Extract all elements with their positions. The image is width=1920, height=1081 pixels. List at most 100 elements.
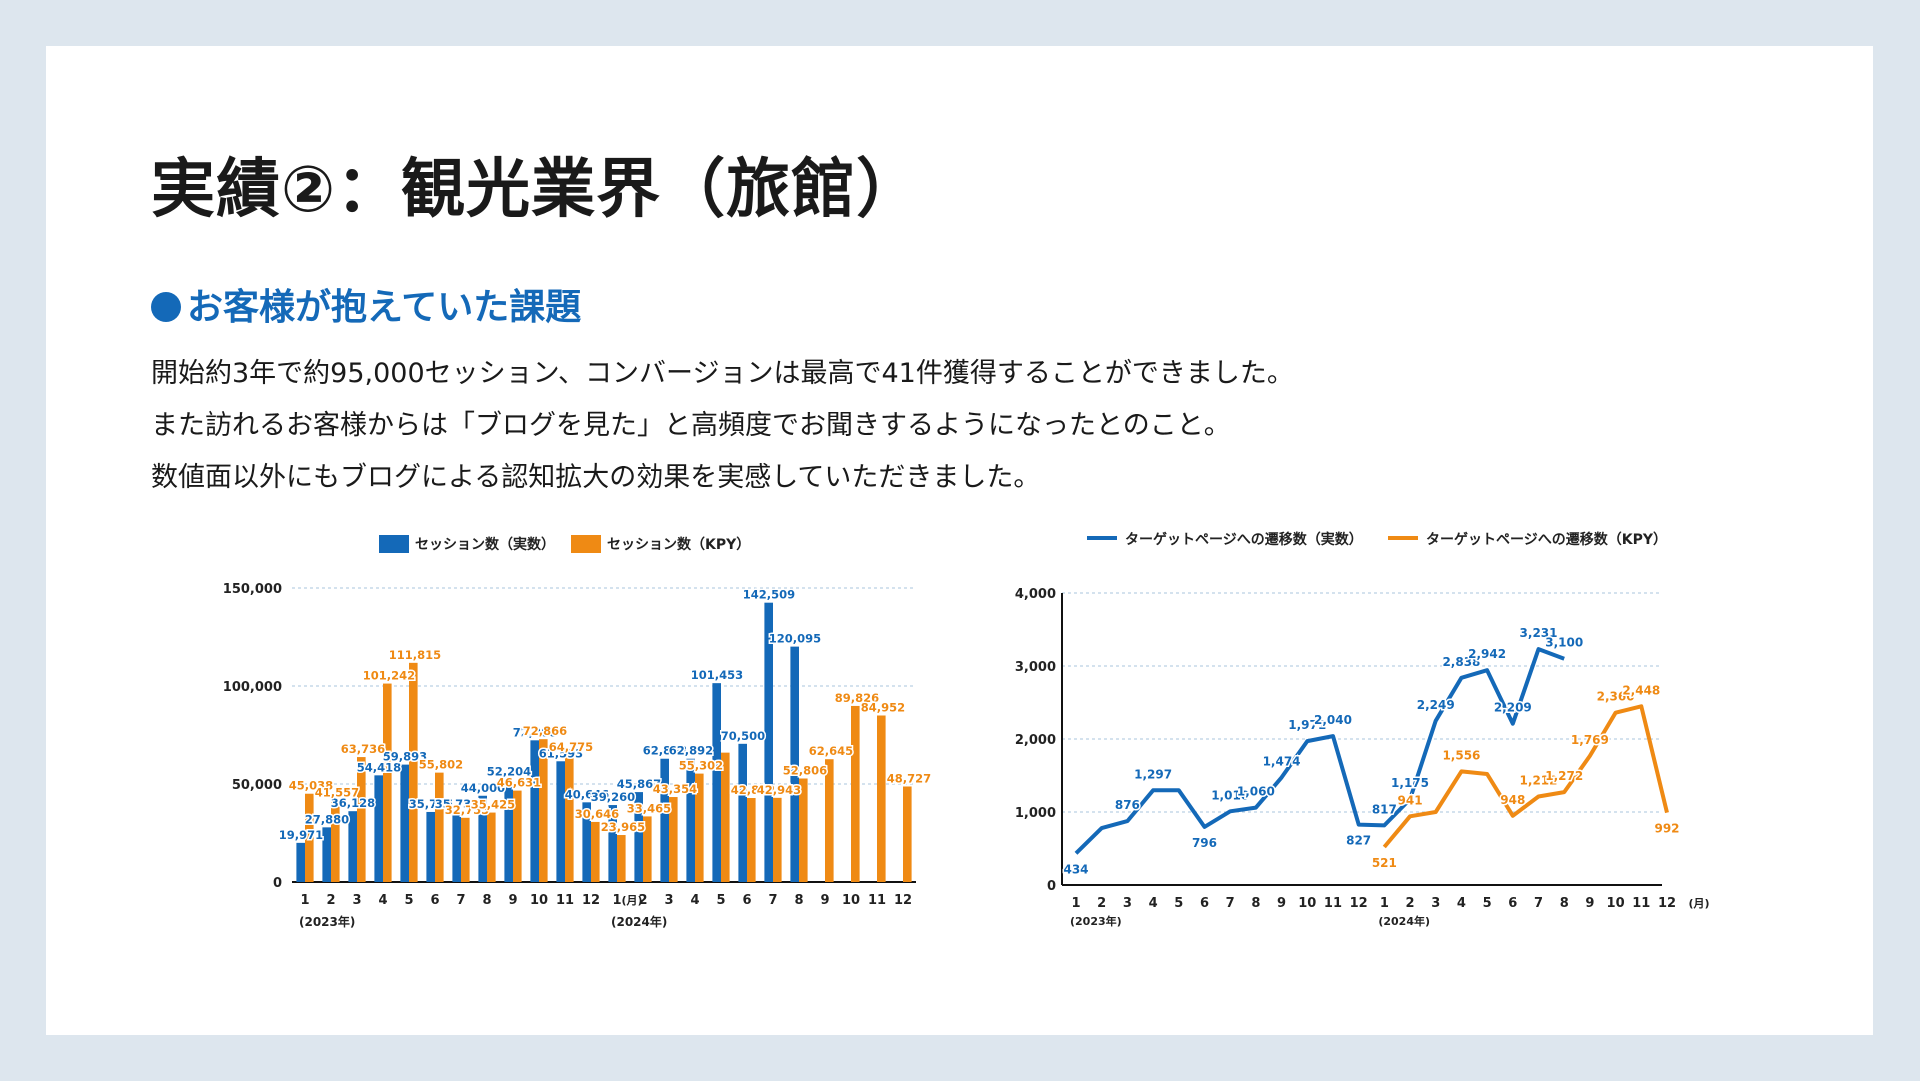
bar-actual [530, 740, 539, 882]
data-label: 992 [1654, 822, 1679, 836]
series-line-kpy [1382, 704, 1669, 849]
bar-kpy [695, 773, 704, 882]
data-label: 941 [1398, 793, 1423, 807]
data-label: 817 [1372, 802, 1397, 816]
data-label: 111,815 [389, 648, 441, 662]
y-tick-label: 0 [1047, 879, 1056, 894]
bar-kpy [409, 662, 418, 882]
data-label: 2,942 [1468, 647, 1506, 661]
x-tick-label: 5 [1174, 896, 1183, 911]
data-label: 30,646 [575, 807, 619, 821]
bar-actual [556, 761, 565, 882]
bar-actual [790, 646, 799, 882]
data-label: 2,249 [1417, 698, 1455, 712]
bar-actual [738, 743, 747, 882]
x-tick-label: 8 [794, 893, 803, 908]
bar-kpy [721, 752, 730, 882]
data-label: 48,727 [887, 771, 931, 785]
x-tick-label: 10 [842, 893, 860, 908]
data-label: 61,593 [539, 746, 583, 760]
data-label: 948 [1500, 793, 1525, 807]
x-tick-label: 11 [1632, 896, 1650, 911]
legend-swatch [379, 535, 409, 553]
data-label: 1,297 [1134, 767, 1172, 781]
data-label: 41,557 [315, 786, 359, 800]
data-label: 45,038 [289, 779, 333, 793]
bar-kpy [877, 715, 886, 882]
bar-kpy [903, 786, 912, 882]
data-label: 876 [1115, 798, 1140, 812]
data-label: 1,212 [1520, 774, 1558, 788]
bar-kpy [383, 683, 392, 882]
data-label: 1,010 [1211, 788, 1249, 802]
bar-kpy [487, 812, 496, 882]
x-tick-label: 5 [404, 893, 413, 908]
session-bar-chart: 0 50,000 100,000 150,000 19,971 27,880 36,128 5… [223, 535, 933, 929]
bar-kpy [773, 797, 782, 882]
data-label: 23,965 [601, 820, 645, 834]
bar-kpy [851, 705, 860, 882]
description-line: 開始約3年で約95,000セッション、コンバージョンは最高で41件獲得することが… [151, 358, 1294, 389]
data-label: 1,556 [1442, 748, 1480, 762]
bar-actual [608, 805, 617, 882]
data-label: 521 [1372, 856, 1397, 870]
data-label: 3,231 [1520, 626, 1558, 640]
bar-kpy [617, 835, 626, 882]
data-label: 1,971 [1288, 718, 1326, 732]
series-line-actual [1074, 647, 1565, 855]
data-label: 27,880 [305, 812, 349, 826]
data-label: 36,128 [331, 796, 375, 810]
description-line: また訪れるお客様からは「ブログを見た」と高頻度でお聞きするようになったとのこと。 [151, 410, 1231, 441]
data-label: 43,354 [653, 782, 697, 796]
y-tick-label: 100,000 [223, 680, 282, 695]
section-heading-text: お客様が抱えていた課題 [187, 287, 582, 328]
data-label: 1,175 [1391, 776, 1429, 790]
bar-actual [686, 758, 695, 882]
x-tick-label: 2 [1406, 896, 1415, 911]
data-label: 59,893 [383, 750, 427, 764]
x-tick-label: 9 [508, 893, 517, 908]
x-tick-label: 4 [378, 893, 387, 908]
data-label: 35,735 [435, 797, 479, 811]
x-tick-label: 10 [1298, 896, 1316, 911]
x-tick-label: 3 [352, 893, 361, 908]
x-unit-label: (月) [1688, 897, 1709, 910]
bar-kpy [669, 797, 678, 882]
data-label: 63,736 [341, 742, 385, 756]
legend-label: セッション数（実数） [415, 536, 555, 553]
data-label: 70,500 [721, 729, 765, 743]
data-label: 1,474 [1263, 754, 1301, 768]
data-label: 32,755 [445, 803, 489, 817]
bar-kpy [565, 755, 574, 882]
x-tick-label: 3 [1431, 896, 1440, 911]
x-tick-label: 6 [1508, 896, 1517, 911]
legend-label: ターゲットページへの遷移数（KPY） [1426, 531, 1667, 548]
data-label: 1,769 [1571, 733, 1609, 747]
data-label: 35,735 [409, 797, 453, 811]
x-tick-label: 10 [530, 893, 548, 908]
x-tick-label: 9 [1277, 896, 1286, 911]
x-tick-label: 8 [1251, 896, 1260, 911]
x-tick-label: 12 [1658, 896, 1676, 911]
bar-kpy [357, 757, 366, 882]
x-tick-label: 1 [1380, 896, 1389, 911]
bar-actual [660, 758, 669, 882]
data-label: 35,425 [471, 798, 515, 812]
data-label: 796 [1192, 836, 1217, 850]
y-tick-label: 4,000 [1015, 587, 1056, 602]
data-label: 42,943 [757, 783, 801, 797]
data-label: 62,893 [643, 744, 687, 758]
data-label: 72,866 [523, 724, 567, 738]
data-label: 62,645 [809, 744, 853, 758]
legend-label: ターゲットページへの遷移数（実数） [1125, 531, 1363, 548]
x-tick-label: 3 [664, 893, 673, 908]
bar-kpy [825, 759, 834, 882]
x-tick-label: 8 [482, 893, 491, 908]
data-label: 84,952 [861, 700, 905, 714]
data-label: 46,631 [497, 776, 541, 790]
data-label: 434 [1063, 862, 1088, 876]
bar-kpy [591, 821, 600, 882]
x-tick-label: 7 [768, 893, 777, 908]
data-label: 2,040 [1314, 713, 1352, 727]
bar-actual [764, 602, 773, 882]
